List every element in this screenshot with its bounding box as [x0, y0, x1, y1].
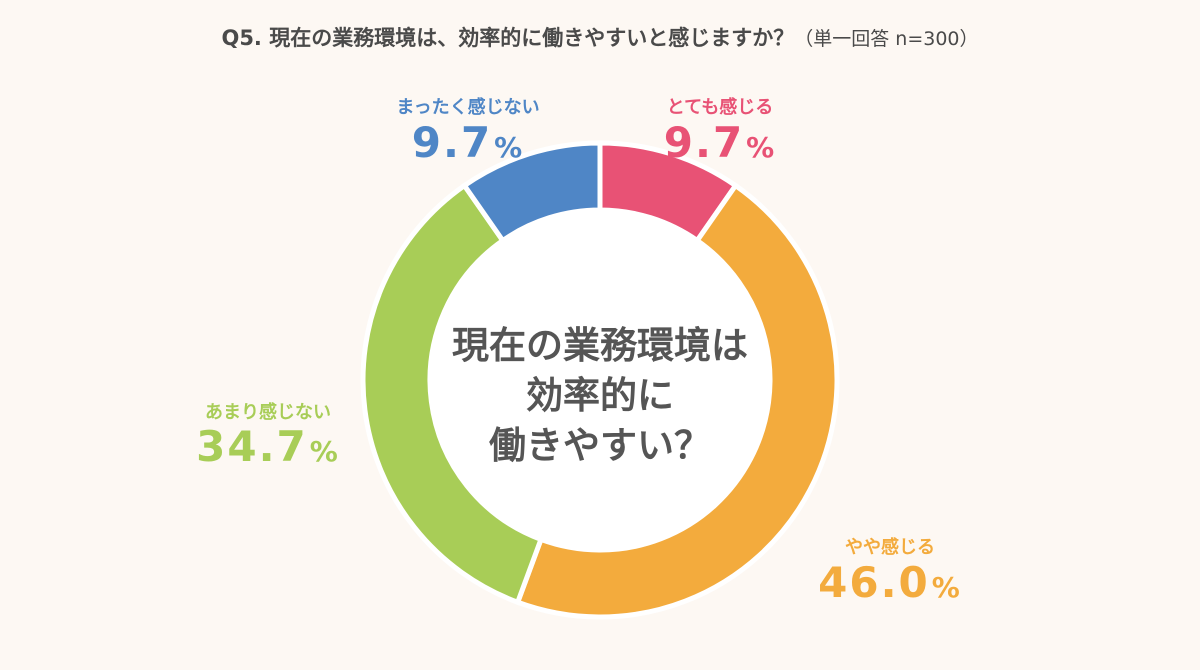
center-label-line-2: 効率的に	[526, 374, 674, 417]
label-not-much: あまり感じない	[205, 402, 331, 423]
value-not-at-all: 9.7%	[368, 118, 568, 167]
value-very-much: 9.7%	[620, 118, 820, 167]
value-not-at-all-unit: %	[494, 131, 525, 164]
value-somewhat-number: 46.0	[818, 558, 930, 607]
value-very-much-number: 9.7	[663, 118, 745, 167]
slice-not-much	[360, 182, 545, 606]
slice-not-at-all	[460, 140, 603, 245]
chart-title: Q5. 現在の業務環境は、効率的に働きやすいと感じますか？（単一回答 n=300…	[0, 22, 1200, 52]
donut-hole	[430, 210, 770, 550]
center-label-line-1: 現在の業務環境は	[452, 324, 748, 367]
chart-title-main: Q5. 現在の業務環境は、効率的に働きやすいと感じますか？	[221, 26, 795, 50]
value-not-much-number: 34.7	[196, 422, 308, 471]
label-very-much: とても感じる	[666, 97, 774, 118]
value-somewhat-unit: %	[931, 571, 962, 604]
center-label-line-3: 働きやすい？	[489, 424, 711, 467]
label-somewhat: やや感じる	[845, 537, 935, 558]
value-very-much-unit: %	[746, 131, 777, 164]
value-not-much: 34.7%	[168, 422, 368, 471]
value-somewhat: 46.0%	[790, 558, 990, 607]
value-not-much-unit: %	[309, 435, 340, 468]
label-not-at-all: まったく感じない	[396, 97, 540, 118]
chart-title-note: （単一回答 n=300）	[794, 28, 979, 50]
value-not-at-all-number: 9.7	[411, 118, 493, 167]
slice-somewhat	[514, 182, 840, 620]
